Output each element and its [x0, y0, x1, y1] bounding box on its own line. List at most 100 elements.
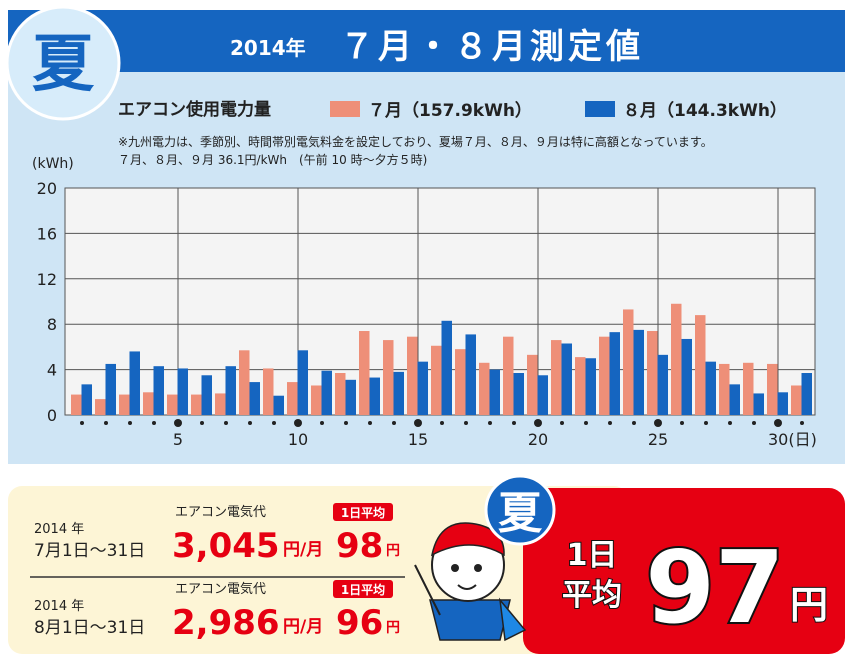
x-tick-dot: [200, 421, 204, 425]
x-tick-dot: [680, 421, 684, 425]
x-tick-dot: [512, 421, 516, 425]
x-tick-dot: [534, 419, 542, 427]
y-tick-label: 12: [37, 270, 57, 289]
daily-badge: [333, 503, 393, 521]
bar: [479, 362, 490, 415]
legend-swatch: [585, 101, 615, 117]
note: ※九州電力は、季節別、時間帯別電気料金を設定しており、夏場７月、８月、９月は特に…: [118, 134, 713, 149]
bar: [575, 357, 586, 415]
bar: [561, 343, 572, 415]
x-tick-label: 25: [648, 430, 668, 449]
x-tick-dot: [704, 421, 708, 425]
header-year: 2014年: [230, 36, 306, 60]
legend-label: ７月（157.9kWh）: [368, 100, 532, 121]
bar: [729, 384, 740, 415]
bar: [215, 393, 226, 415]
bar: [177, 368, 188, 415]
x-tick-dot: [392, 421, 396, 425]
cost-unit: 円/月: [283, 617, 323, 637]
row-year: 2014 年: [34, 599, 84, 614]
average-unit: 円: [790, 583, 828, 627]
bar: [657, 354, 668, 415]
cost-amount: 3,045: [172, 526, 280, 566]
bar: [81, 384, 92, 415]
bar: [225, 366, 236, 415]
bar: [719, 363, 730, 415]
bar: [527, 354, 538, 415]
x-tick-label: 5: [173, 430, 183, 449]
bar: [441, 320, 452, 415]
bar: [537, 375, 548, 415]
daily-value: 98: [336, 526, 383, 566]
bar: [311, 385, 322, 415]
x-tick-dot: [752, 421, 756, 425]
bar: [599, 336, 610, 415]
bar: [105, 363, 116, 415]
x-tick-dot: [584, 421, 588, 425]
x-tick-label: 30(日): [768, 430, 817, 449]
bar: [513, 373, 524, 415]
x-tick-dot: [344, 421, 348, 425]
x-tick-dot: [774, 419, 782, 427]
cost-label: エアコン電気代: [175, 581, 266, 597]
x-tick-dot: [654, 419, 662, 427]
bar: [201, 375, 212, 415]
x-tick-dot: [368, 421, 372, 425]
bar: [647, 331, 658, 415]
bar: [119, 394, 130, 415]
legend-title: エアコン使用電力量: [118, 99, 271, 120]
note: ７月、８月、９月 36.1円/kWh (午前 10 時〜夕方５時): [118, 152, 427, 167]
bar: [489, 369, 500, 415]
y-tick-label: 16: [37, 224, 57, 243]
bar: [609, 332, 620, 415]
bar: [287, 382, 298, 415]
cost-unit: 円/月: [283, 540, 323, 560]
y-tick-label: 4: [47, 361, 57, 380]
bar: [95, 399, 106, 415]
row-period: 8月1日〜31日: [34, 618, 145, 638]
legend-label: ８月（144.3kWh）: [623, 100, 787, 121]
y-tick-label: 20: [37, 179, 57, 198]
x-tick-dot: [272, 421, 276, 425]
x-tick-dot: [560, 421, 564, 425]
y-tick-label: 8: [47, 315, 57, 334]
bar: [239, 350, 250, 415]
bar: [585, 358, 596, 415]
bar: [273, 395, 284, 415]
x-tick-label: 10: [288, 430, 308, 449]
bar: [153, 366, 164, 415]
y-tick-label: 0: [47, 406, 57, 425]
header-band: [8, 10, 845, 72]
x-tick-label: 20: [528, 430, 548, 449]
bar: [801, 373, 812, 415]
summary-badge-circle: [484, 474, 556, 546]
summary-badge: 夏: [498, 488, 543, 539]
bar: [263, 368, 274, 415]
bar: [321, 370, 332, 415]
bar: [407, 336, 418, 415]
row-period: 7月1日〜31日: [34, 541, 145, 561]
x-tick-dot: [294, 419, 302, 427]
bar: [623, 309, 634, 415]
daily-unit: 円: [386, 620, 400, 636]
x-tick-dot: [800, 421, 804, 425]
x-tick-dot: [152, 421, 156, 425]
bar: [743, 362, 754, 415]
bar: [705, 361, 716, 415]
bar: [249, 382, 260, 415]
bar: [431, 345, 442, 415]
legend-swatch: [330, 101, 360, 117]
x-tick-dot: [464, 421, 468, 425]
bar: [383, 340, 394, 415]
daily-label: 1日平均: [341, 582, 385, 597]
bar: [503, 336, 514, 415]
daily-unit: 円: [386, 543, 400, 559]
bar: [633, 329, 644, 415]
average-label: 1日: [567, 538, 618, 573]
x-tick-dot: [248, 421, 252, 425]
bar: [71, 394, 82, 415]
y-axis-label: (kWh): [32, 156, 74, 172]
bar: [335, 373, 346, 415]
header-title: ７月・８月測定値: [340, 27, 644, 67]
